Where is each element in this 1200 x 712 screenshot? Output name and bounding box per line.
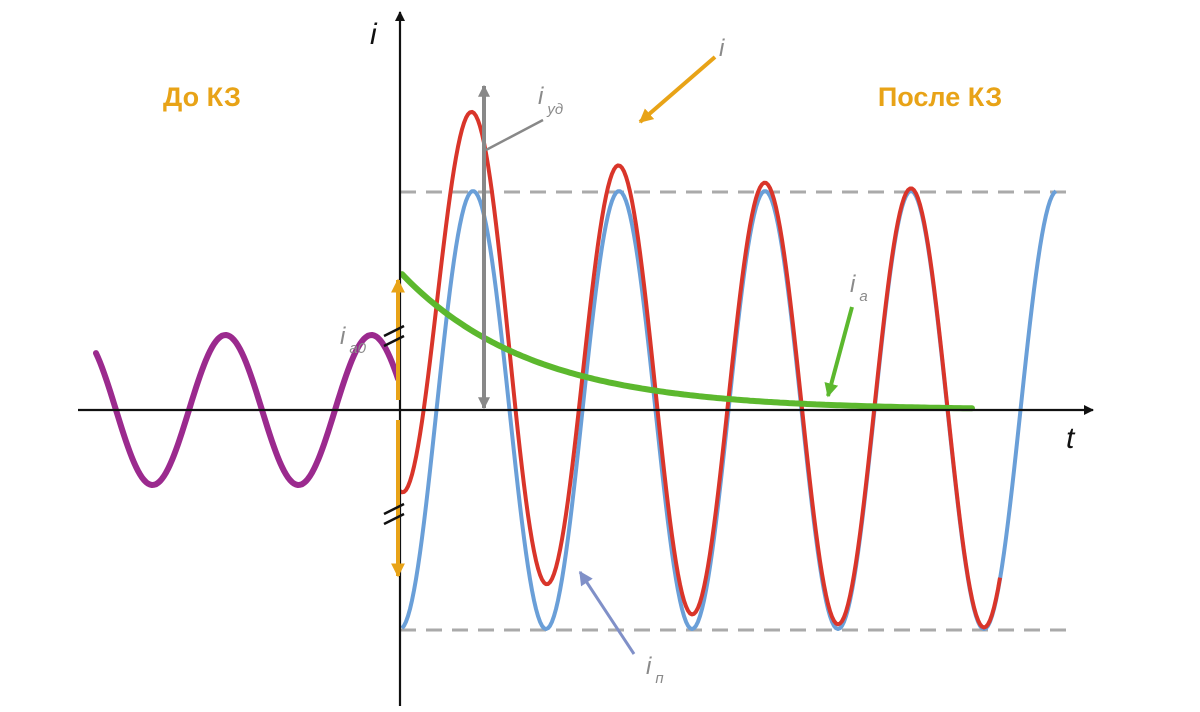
scale-break-mark-lower	[383, 502, 405, 526]
y-axis-label: i	[370, 18, 378, 51]
periodic-current-label-sub: п	[655, 670, 663, 687]
aperiodic-current-pointer-arrow	[824, 306, 854, 398]
total-current-pointer-arrow	[638, 55, 717, 124]
prefault-current-curve	[93, 332, 401, 488]
aperiodic-current-label-sub: a	[859, 288, 867, 305]
peak-current-label-main: i	[538, 83, 544, 110]
total-current-label-main: i	[719, 35, 725, 62]
peak-current-label-sub: уд	[546, 101, 563, 118]
total-current-curve	[398, 109, 1002, 630]
aperiodic-current-label-main: i	[850, 271, 856, 298]
periodic-current-label-main: i	[646, 653, 652, 680]
before-fault-label: До КЗ	[163, 82, 241, 112]
periodic-current-label: i п	[646, 653, 664, 687]
initial-aperiodic-current-label-main: i	[340, 323, 346, 350]
total-current-label: i	[719, 35, 725, 62]
peak-current-label: i уд	[538, 83, 563, 118]
peak-current-leader-line	[485, 118, 544, 152]
initial-aperiodic-current-label: i a0	[340, 323, 367, 357]
periodic-current-pointer-arrow	[578, 570, 636, 655]
after-fault-label: После КЗ	[878, 82, 1002, 112]
aperiodic-current-label: i a	[850, 271, 868, 305]
aperiodic-current-curve	[399, 271, 975, 412]
scale-break-mark-upper	[383, 324, 405, 348]
x-axis-label: t	[1066, 422, 1076, 455]
initial-aperiodic-current-label-sub: a0	[349, 340, 366, 357]
